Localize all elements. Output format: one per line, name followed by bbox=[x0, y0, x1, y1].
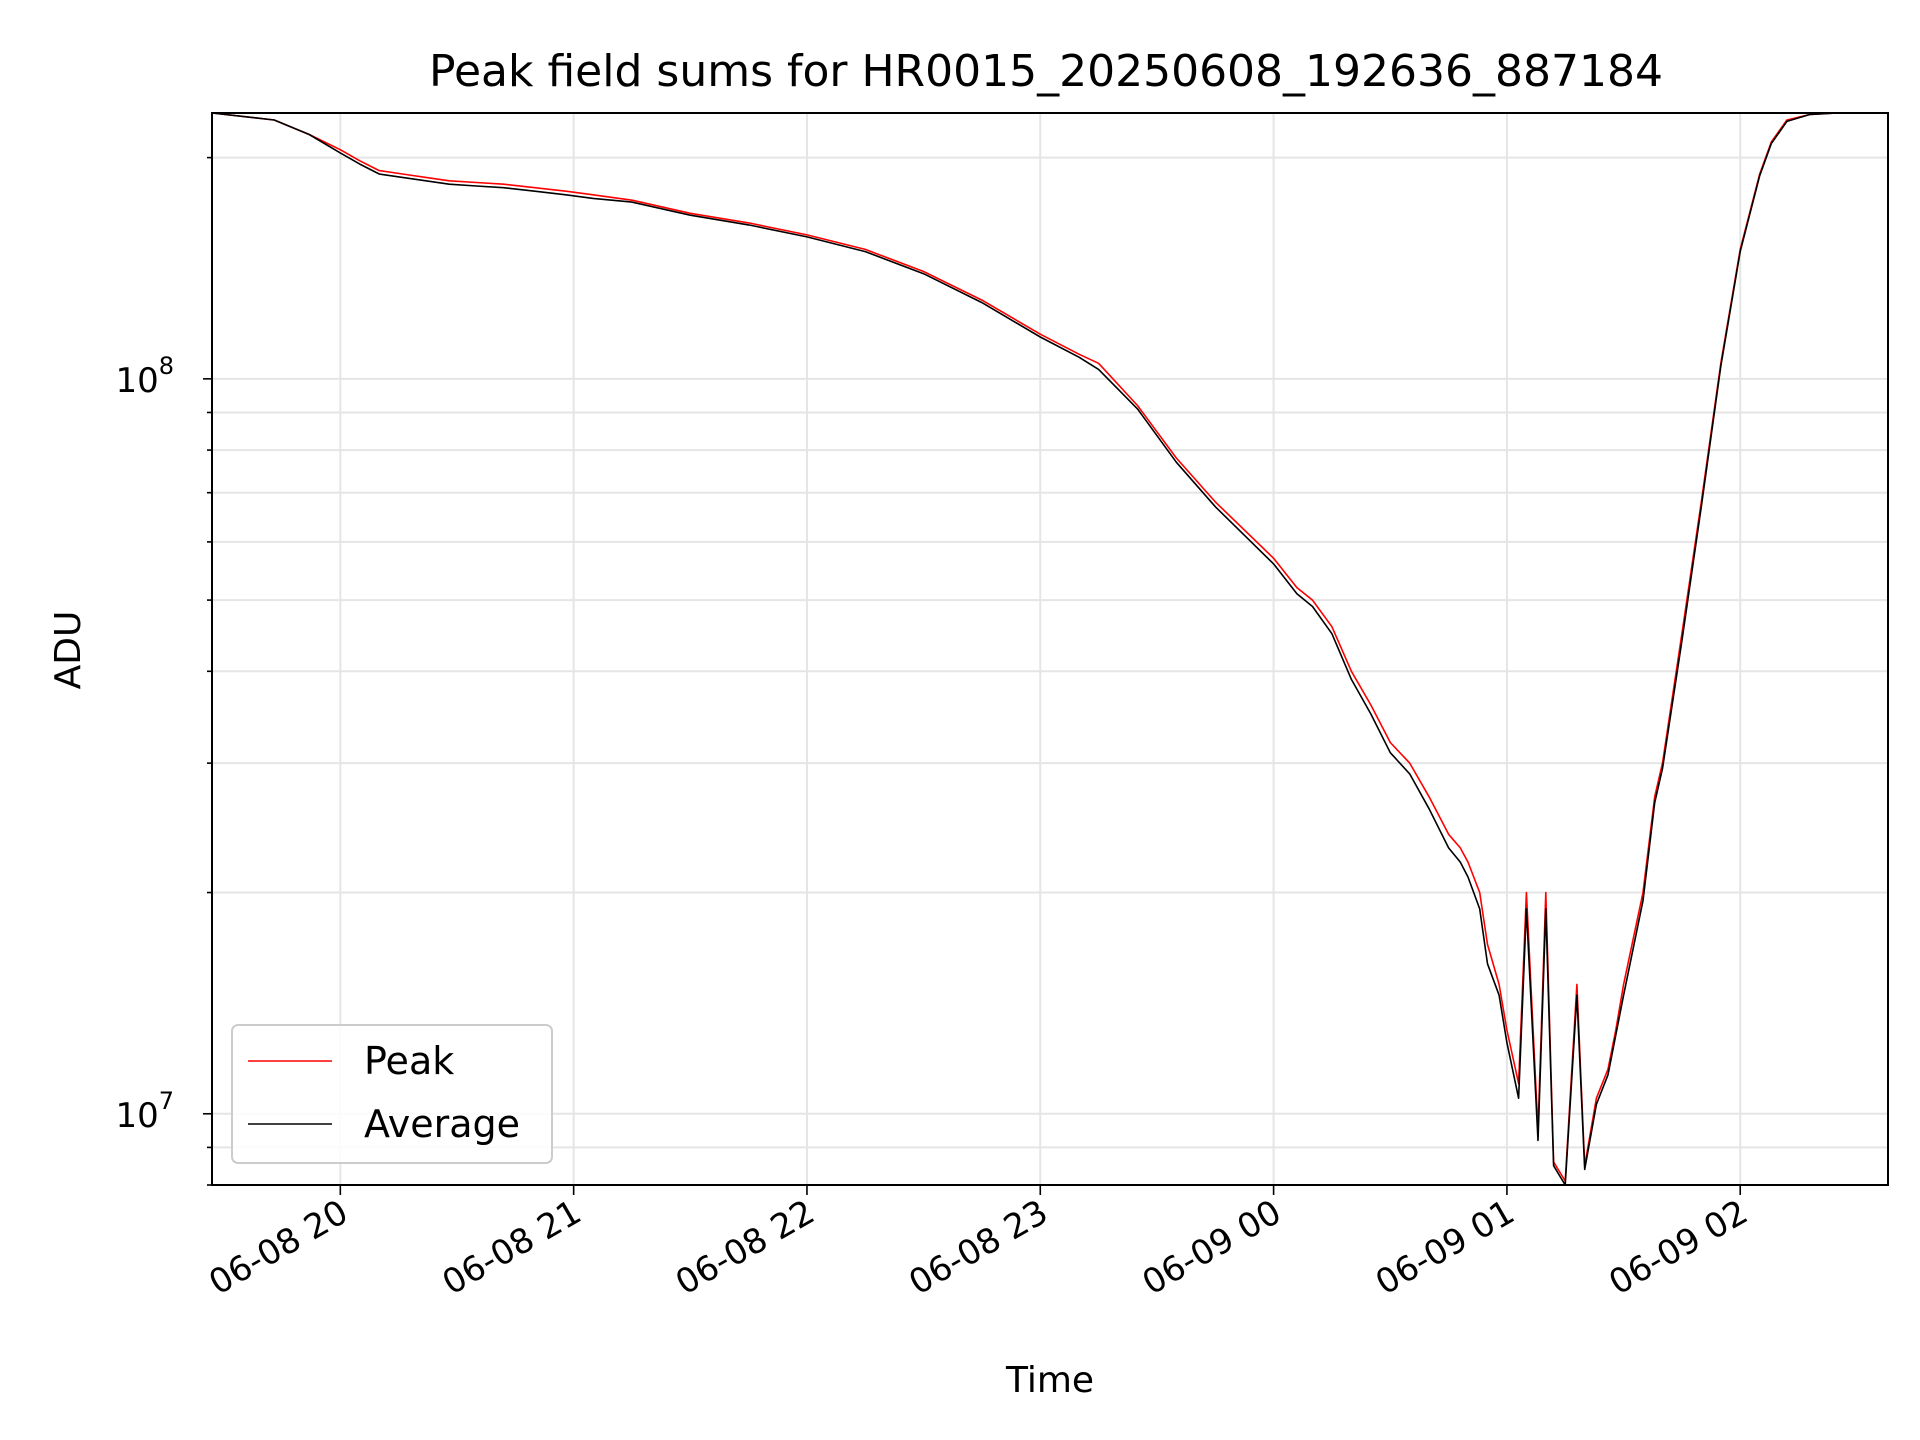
chart-title: Peak field sums for HR0015_20250608_1926… bbox=[429, 46, 1663, 97]
x-tick-label: 06-08 21 bbox=[436, 1192, 588, 1303]
x-tick-label: 06-09 01 bbox=[1369, 1192, 1521, 1303]
series-layer bbox=[211, 112, 1888, 1186]
x-axis: 06-08 20 06-08 21 06-08 22 06-08 23 06-09 00… bbox=[202, 1185, 1755, 1303]
plot-frame bbox=[211, 112, 1889, 1186]
y-axis-label: ADU bbox=[48, 611, 89, 690]
y-tick-label: 107 bbox=[115, 1087, 174, 1136]
y-tick-base: 10 bbox=[115, 361, 158, 401]
x-axis-label: Time bbox=[1005, 1360, 1094, 1401]
x-tick-label: 06-08 22 bbox=[669, 1192, 821, 1303]
x-tick-label: 06-09 02 bbox=[1602, 1192, 1754, 1303]
series-line-peak bbox=[211, 112, 1888, 1182]
y-tick-exponent: 7 bbox=[159, 1087, 174, 1115]
x-tick-label: 06-08 20 bbox=[202, 1192, 354, 1303]
y-tick-label: 108 bbox=[115, 352, 174, 401]
series-line-average bbox=[211, 112, 1888, 1186]
legend-label-average: Average bbox=[364, 1102, 520, 1146]
legend-box bbox=[231, 1024, 553, 1164]
legend: Peak Average bbox=[231, 1024, 553, 1164]
x-tick-label: 06-08 23 bbox=[902, 1192, 1054, 1303]
y-tick-exponent: 8 bbox=[159, 352, 174, 380]
y-tick-base: 10 bbox=[115, 1096, 158, 1136]
legend-label-peak: Peak bbox=[364, 1039, 454, 1083]
grid bbox=[212, 113, 1888, 1186]
x-tick-label: 06-09 00 bbox=[1136, 1192, 1288, 1303]
